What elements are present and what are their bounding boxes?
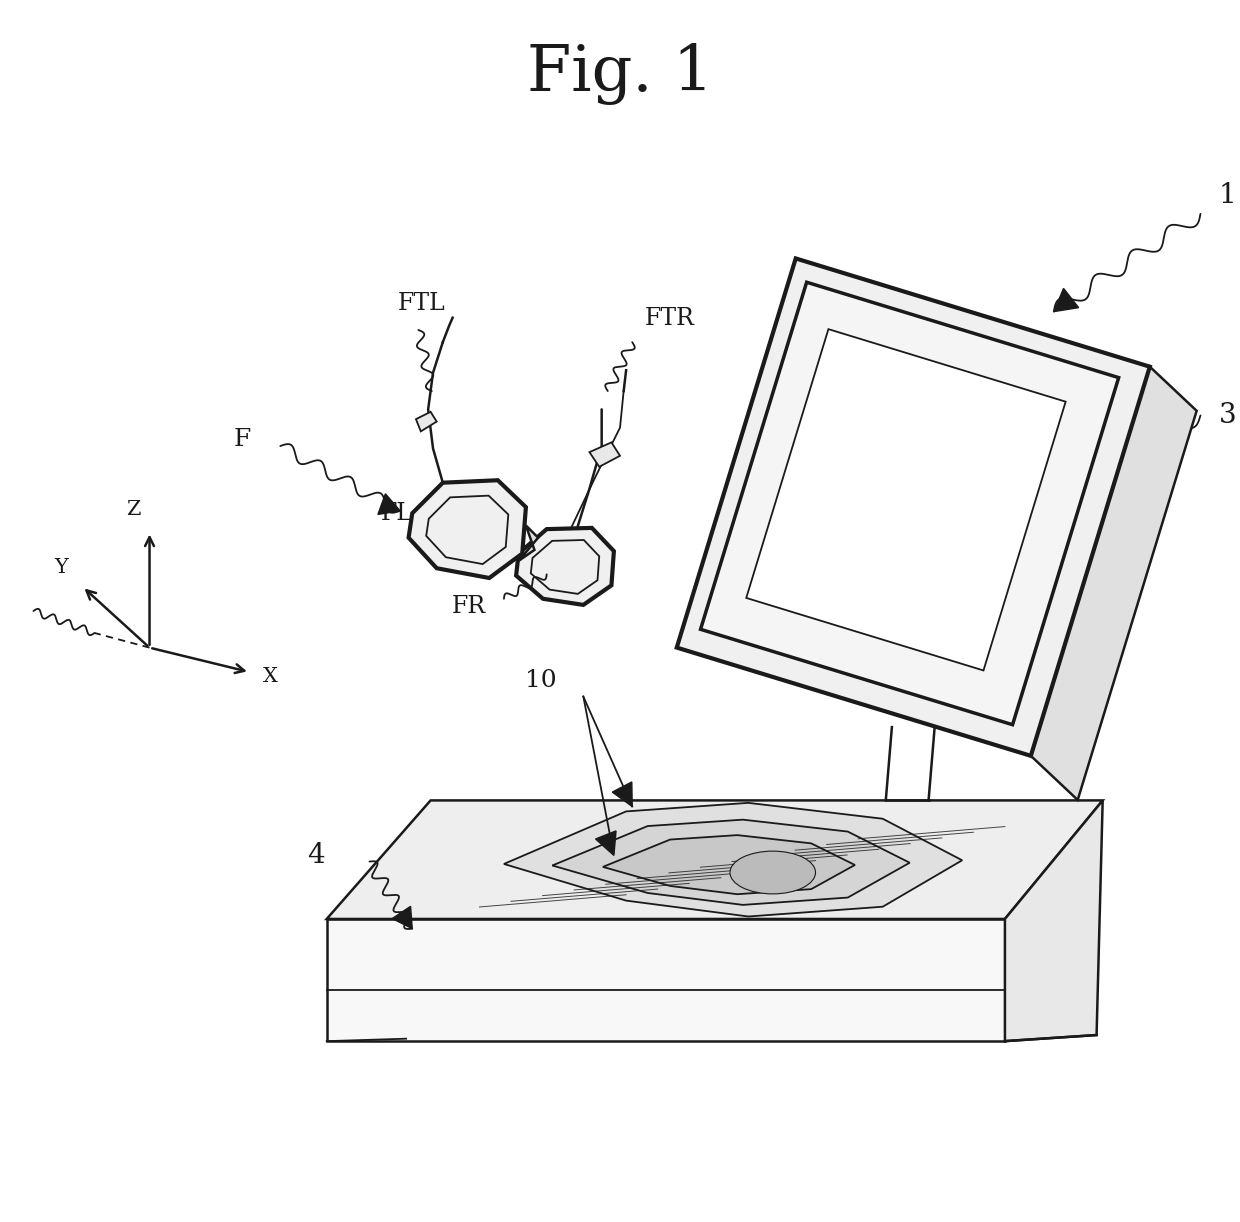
Polygon shape bbox=[326, 800, 1102, 919]
Text: FTL: FTL bbox=[398, 292, 446, 315]
Polygon shape bbox=[677, 258, 1149, 756]
Text: FTR: FTR bbox=[645, 307, 694, 330]
Text: FL: FL bbox=[381, 502, 412, 524]
Polygon shape bbox=[326, 919, 1004, 1041]
Text: X: X bbox=[263, 667, 278, 687]
Polygon shape bbox=[701, 282, 1118, 725]
Polygon shape bbox=[1030, 367, 1197, 800]
Polygon shape bbox=[595, 831, 616, 855]
Polygon shape bbox=[552, 820, 910, 904]
Polygon shape bbox=[518, 525, 538, 561]
Polygon shape bbox=[392, 907, 412, 929]
Polygon shape bbox=[746, 329, 1065, 671]
Polygon shape bbox=[378, 494, 401, 514]
Polygon shape bbox=[589, 442, 620, 467]
Ellipse shape bbox=[730, 851, 816, 895]
Polygon shape bbox=[409, 480, 526, 578]
Polygon shape bbox=[1054, 288, 1079, 312]
Polygon shape bbox=[603, 835, 854, 895]
Text: Y: Y bbox=[53, 557, 68, 577]
Text: FR: FR bbox=[451, 595, 486, 617]
Text: F: F bbox=[233, 429, 250, 451]
Polygon shape bbox=[1004, 800, 1102, 1041]
Polygon shape bbox=[415, 412, 436, 431]
Text: 1: 1 bbox=[1219, 182, 1236, 209]
Polygon shape bbox=[516, 528, 614, 605]
Text: Fig. 1: Fig. 1 bbox=[527, 43, 713, 105]
Polygon shape bbox=[503, 803, 962, 916]
Text: 3: 3 bbox=[1219, 402, 1236, 429]
Text: Z: Z bbox=[126, 500, 141, 519]
Text: 4: 4 bbox=[306, 842, 325, 869]
Text: 10: 10 bbox=[525, 670, 557, 692]
Polygon shape bbox=[613, 782, 632, 807]
